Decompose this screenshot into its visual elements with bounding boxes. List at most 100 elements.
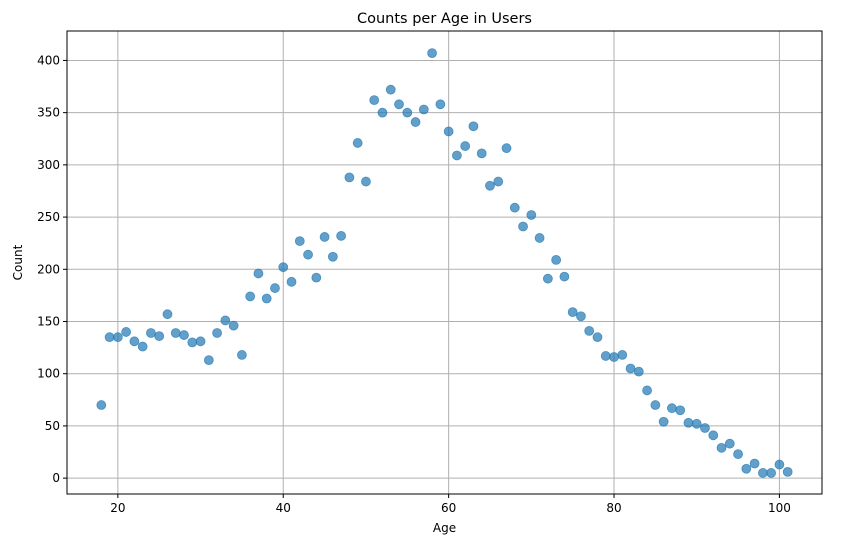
data-point	[410, 117, 421, 127]
data-point	[104, 332, 115, 343]
x-tick-label: 20	[110, 501, 125, 515]
data-point	[162, 309, 173, 320]
data-point	[691, 418, 702, 429]
data-point	[501, 143, 512, 154]
data-point	[724, 438, 735, 449]
data-point	[195, 336, 206, 347]
y-tick-label: 50	[45, 419, 60, 433]
data-point	[402, 107, 413, 118]
data-point	[361, 176, 371, 187]
data-point	[385, 84, 396, 95]
data-point	[137, 341, 148, 352]
data-point	[584, 325, 595, 336]
data-point	[303, 249, 313, 260]
data-point	[518, 221, 528, 232]
data-point	[476, 148, 487, 159]
data-point	[650, 400, 661, 410]
data-point	[708, 430, 719, 441]
data-point	[228, 320, 239, 331]
data-point	[236, 350, 247, 360]
data-point	[394, 99, 404, 110]
data-point	[493, 176, 504, 187]
data-point	[427, 48, 437, 59]
data-point	[551, 254, 562, 265]
y-tick-label: 400	[37, 53, 60, 67]
data-point	[154, 331, 165, 342]
data-point	[319, 232, 330, 242]
data-point	[667, 403, 677, 414]
data-point	[220, 315, 231, 326]
data-point	[741, 463, 752, 474]
data-point	[187, 337, 198, 348]
x-tick-label: 40	[276, 501, 291, 515]
y-tick-label: 100	[37, 367, 60, 381]
x-axis-title: Age	[433, 521, 456, 535]
data-point	[336, 230, 347, 241]
data-point	[96, 400, 107, 410]
data-point	[749, 458, 760, 469]
y-tick-label: 150	[37, 314, 60, 328]
data-point	[261, 293, 272, 304]
y-tick-label: 0	[52, 471, 60, 485]
data-point	[782, 466, 793, 477]
data-point	[270, 283, 280, 293]
data-point	[675, 405, 686, 416]
data-point	[294, 236, 305, 246]
chart-title: Counts per Age in Users	[357, 11, 532, 27]
data-point	[286, 276, 297, 287]
data-point	[600, 351, 611, 361]
data-point	[203, 355, 214, 366]
x-tick-label: 100	[768, 501, 791, 515]
y-tick-label: 300	[37, 158, 60, 172]
data-point	[774, 459, 785, 470]
data-point	[509, 202, 520, 213]
plot-frame	[66, 30, 823, 495]
data-point	[344, 172, 355, 183]
data-point	[369, 95, 380, 106]
x-tick-label: 60	[441, 501, 456, 515]
data-point	[609, 352, 619, 362]
data-point	[352, 138, 363, 148]
data-point	[468, 121, 479, 132]
data-point	[435, 99, 446, 110]
data-point	[559, 271, 570, 282]
data-point	[418, 104, 429, 115]
data-point	[625, 363, 636, 374]
data-point	[121, 327, 132, 337]
data-point	[617, 350, 628, 360]
data-point	[534, 233, 545, 243]
data-point	[576, 311, 586, 322]
data-point	[592, 332, 603, 343]
data-point	[542, 273, 553, 284]
data-point	[716, 442, 727, 453]
data-point	[766, 468, 777, 478]
data-point	[112, 332, 123, 343]
data-point	[526, 210, 537, 220]
data-point	[311, 272, 322, 283]
data-point	[700, 423, 710, 433]
data-point	[253, 268, 264, 279]
data-point	[452, 150, 462, 161]
x-tick-label: 80	[606, 501, 621, 515]
data-point	[443, 126, 454, 137]
y-tick-label: 250	[37, 210, 60, 224]
data-point	[278, 262, 289, 273]
data-point	[485, 180, 495, 191]
data-point	[129, 336, 140, 347]
grid-lines	[67, 31, 822, 494]
data-point	[460, 141, 471, 151]
data-point	[212, 328, 222, 338]
data-point	[757, 468, 768, 478]
data-point	[327, 251, 338, 262]
y-tick-label: 350	[37, 106, 60, 120]
data-point	[683, 417, 694, 428]
axis-ticks: 20 40 60 80 100 0 50 100 150 200 250 300 350 400	[37, 53, 791, 515]
data-point	[567, 307, 578, 317]
data-points	[96, 48, 793, 478]
data-point	[633, 366, 644, 377]
data-point	[146, 328, 156, 338]
data-point	[245, 291, 256, 302]
data-point	[733, 449, 743, 460]
